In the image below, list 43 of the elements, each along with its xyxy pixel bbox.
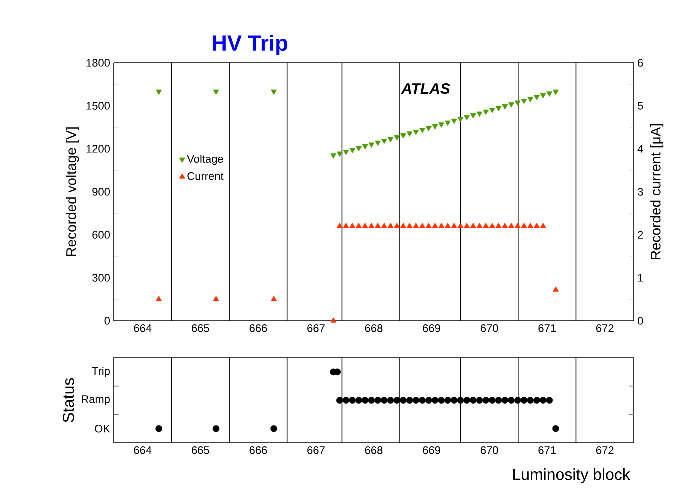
y-tick-label: 600	[92, 231, 110, 239]
x-tick-label: 664	[134, 324, 152, 332]
category-label: OK	[95, 424, 110, 433]
x-tick-label: 669	[423, 446, 440, 454]
y2-tick-label: 3	[638, 188, 644, 196]
x-tick-label: 668	[365, 446, 383, 454]
y2-tick-label: 1	[638, 274, 644, 282]
x-tick-label: 669	[423, 324, 440, 332]
legend-label: Current	[188, 172, 224, 180]
y-tick-label: 300	[92, 274, 110, 282]
x-tick-label: 671	[538, 446, 556, 454]
y2-tick-label: 5	[638, 102, 644, 110]
y2-tick-label: 6	[638, 59, 644, 67]
y-tick-label: 1500	[86, 102, 110, 110]
x-tick-label: 671	[538, 324, 556, 332]
x-tick-label: 670	[480, 446, 498, 454]
x-tick-label: 670	[480, 324, 498, 332]
y-tick-label: 1200	[86, 145, 110, 153]
x-tick-label: 665	[192, 324, 210, 332]
y-tick-label: 1800	[86, 59, 110, 67]
x-tick-label: 667	[308, 324, 325, 332]
category-label: Ramp	[82, 396, 110, 406]
y2-tick-label: 2	[638, 231, 644, 239]
x-tick-label: 667	[308, 446, 325, 454]
y2-axis-title: Recorded current [μA]	[650, 124, 664, 260]
y-tick-label: 0	[104, 317, 110, 325]
y2-tick-label: 0	[638, 317, 644, 325]
x-tick-label: 666	[250, 446, 268, 454]
y2-tick-label: 4	[638, 145, 644, 153]
x-tick-label: 672	[596, 324, 614, 332]
x-tick-label: 665	[192, 446, 210, 454]
chart-title: HV Trip	[212, 34, 288, 56]
y-tick-label: 900	[92, 188, 110, 196]
x-tick-label: 668	[365, 324, 383, 332]
x-tick-label: 664	[134, 446, 152, 454]
x-tick-label: 666	[250, 324, 268, 332]
category-label: Trip	[92, 367, 110, 378]
y-axis-title: Recorded voltage [V]	[66, 128, 80, 256]
y-axis-title: Status	[62, 378, 74, 422]
x-axis-title: Luminosity block	[514, 468, 630, 484]
x-tick-label: 672	[596, 446, 614, 454]
legend-label: Voltage	[187, 154, 224, 166]
annotation: ATLAS	[401, 83, 450, 94]
